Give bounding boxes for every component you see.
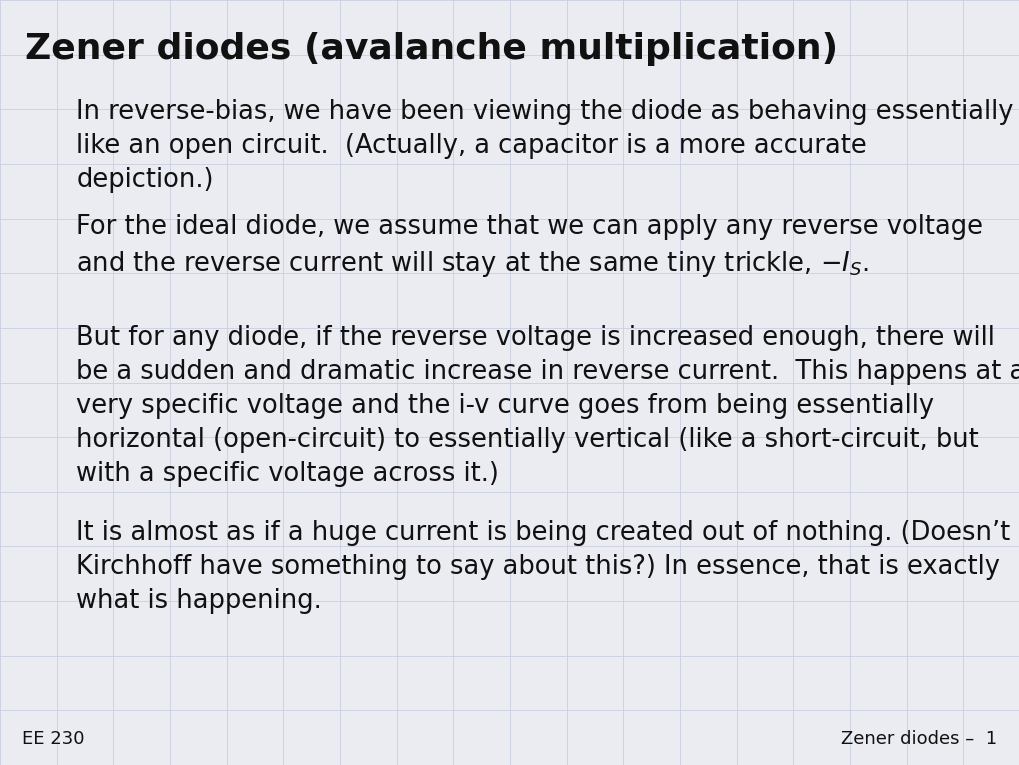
Text: Zener diodes (avalanche multiplication): Zener diodes (avalanche multiplication)	[25, 32, 838, 66]
Text: For the ideal diode, we assume that we can apply any reverse voltage
and the rev: For the ideal diode, we assume that we c…	[76, 214, 982, 279]
Text: It is almost as if a huge current is being created out of nothing. (Doesn’t
Kirc: It is almost as if a huge current is bei…	[76, 520, 1010, 614]
Text: Zener diodes –  1: Zener diodes – 1	[841, 730, 997, 748]
Text: In reverse-bias, we have been viewing the diode as behaving essentially
like an : In reverse-bias, we have been viewing th…	[76, 99, 1013, 194]
Text: EE 230: EE 230	[22, 730, 85, 748]
Text: But for any diode, if the reverse voltage is increased enough, there will
be a s: But for any diode, if the reverse voltag…	[76, 325, 1019, 487]
